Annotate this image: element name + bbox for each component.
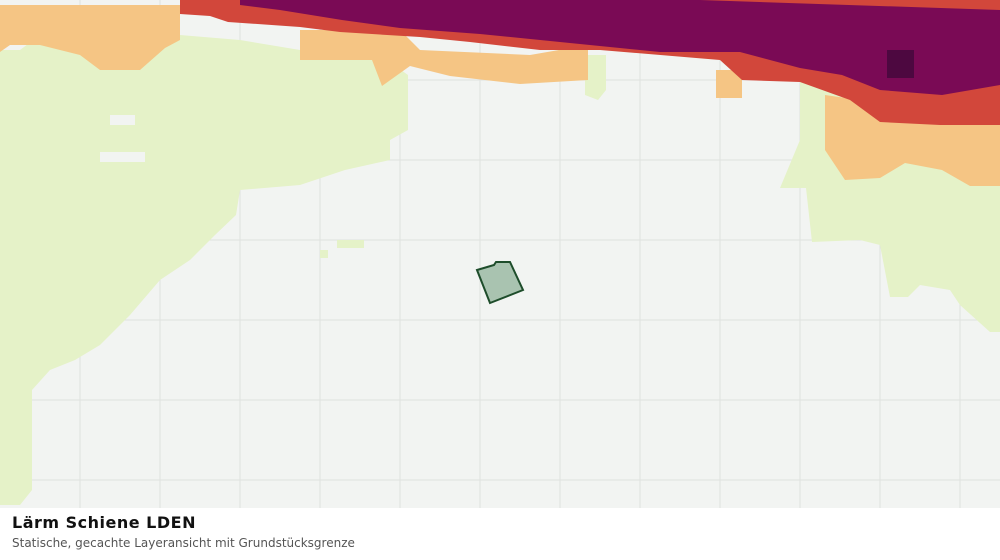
map-subtitle: Statische, gecachte Layeransicht mit Gru…: [12, 536, 355, 550]
noise-band-medium: [716, 70, 742, 98]
noise-gap: [110, 115, 135, 125]
parcel-boundary: [475, 261, 525, 305]
noise-patch: [320, 250, 328, 258]
caption: Lärm Schiene LDEN Statische, gecachte La…: [12, 512, 988, 552]
noise-band-medium: [0, 5, 180, 70]
noise-band-medium: [300, 30, 588, 86]
noise-band-low: [585, 55, 606, 100]
noise-band-extreme: [887, 50, 914, 78]
noise-band-very-high: [240, 0, 1000, 95]
map-title: Lärm Schiene LDEN: [12, 513, 196, 532]
map: [0, 0, 1000, 508]
noise-gap: [100, 152, 145, 162]
noise-patch: [337, 240, 364, 248]
